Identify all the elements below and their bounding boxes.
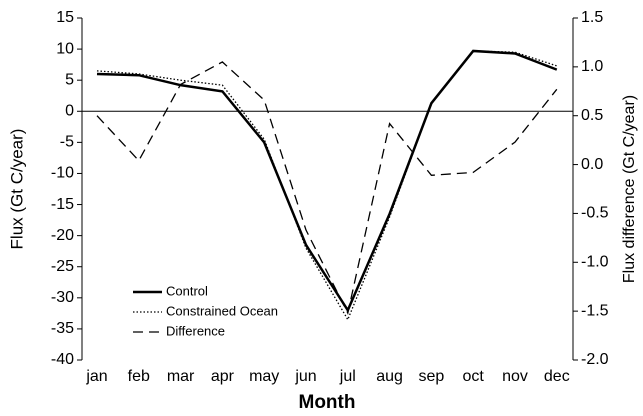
x-tick-label: jan	[85, 368, 107, 385]
y2-axis-title: Flux difference (Gt C/year)	[621, 95, 638, 283]
legend-label: Constrained Ocean	[166, 303, 278, 318]
y-tick-label: -25	[51, 258, 74, 275]
y-tick-label: -40	[51, 351, 74, 368]
y2-tick-label: 1.0	[581, 58, 603, 75]
y-tick-label: -10	[51, 165, 74, 182]
y-tick-label: -5	[60, 134, 74, 151]
y2-tick-label: -2.0	[581, 351, 609, 368]
y-tick-label: -30	[51, 289, 74, 306]
y-tick-label: -15	[51, 196, 74, 213]
x-tick-label: may	[249, 368, 279, 385]
x-tick-label: mar	[167, 368, 195, 385]
y-tick-label: 10	[56, 40, 74, 57]
y-tick-label: 15	[56, 9, 74, 26]
series-line	[96, 61, 558, 316]
series-line	[96, 50, 558, 322]
y2-tick-label: 0.5	[581, 107, 603, 124]
y-tick-label: 0	[65, 102, 74, 119]
x-axis-title: Month	[299, 392, 356, 413]
y-tick-label: 5	[65, 71, 74, 88]
series-line	[96, 49, 558, 313]
x-tick-label: apr	[211, 368, 235, 385]
x-tick-label: nov	[502, 368, 528, 385]
y-tick-label: -35	[51, 320, 74, 337]
x-tick-label: sep	[419, 368, 445, 385]
x-tick-label: jul	[339, 368, 356, 385]
x-tick-label: aug	[376, 368, 403, 385]
y2-tick-label: -0.5	[581, 205, 609, 222]
y2-tick-label: -1.5	[581, 302, 609, 319]
x-tick-label: oct	[463, 368, 485, 385]
y2-tick-label: 0.0	[581, 156, 603, 173]
legend-label: Control	[166, 283, 208, 298]
y2-tick-label: 1.5	[581, 9, 603, 26]
x-tick-label: jun	[294, 368, 316, 385]
y-axis-title: Flux (Gt C/year)	[7, 129, 26, 250]
x-tick-label: feb	[128, 368, 150, 385]
y2-tick-label: -1.0	[581, 254, 609, 271]
y-tick-label: -20	[51, 227, 74, 244]
legend-label: Difference	[166, 323, 225, 338]
x-tick-label: dec	[544, 368, 570, 385]
